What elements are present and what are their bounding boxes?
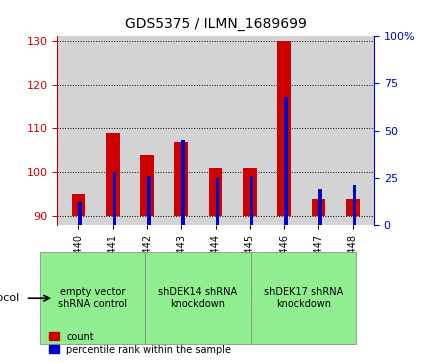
Bar	[319, 189, 322, 225]
Bar	[312, 199, 325, 216]
Bar	[284, 97, 288, 225]
Bar	[106, 133, 120, 216]
Bar	[346, 199, 359, 216]
Bar	[277, 41, 291, 216]
Bar	[140, 155, 154, 216]
Text: protocol: protocol	[0, 293, 19, 303]
Bar	[209, 168, 223, 216]
FancyBboxPatch shape	[251, 253, 356, 344]
Bar	[113, 172, 116, 225]
Bar	[72, 194, 85, 216]
FancyBboxPatch shape	[40, 253, 145, 344]
Bar	[147, 176, 150, 225]
Text: shDEK17 shRNA
knockdown: shDEK17 shRNA knockdown	[264, 287, 343, 309]
Bar	[352, 185, 356, 225]
Bar	[250, 176, 253, 225]
Text: shDEK14 shRNA
knockdown: shDEK14 shRNA knockdown	[158, 287, 238, 309]
Bar	[216, 178, 219, 225]
Bar	[181, 140, 185, 225]
Bar	[174, 142, 188, 216]
Legend: count, percentile rank within the sample: count, percentile rank within the sample	[49, 331, 231, 355]
Title: GDS5375 / ILMN_1689699: GDS5375 / ILMN_1689699	[125, 17, 307, 31]
FancyBboxPatch shape	[145, 253, 251, 344]
Bar	[78, 203, 82, 225]
Text: empty vector
shRNA control: empty vector shRNA control	[58, 287, 127, 309]
Bar	[243, 168, 257, 216]
